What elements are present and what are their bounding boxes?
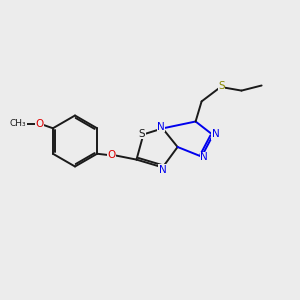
Text: O: O [35, 118, 44, 129]
Text: CH₃: CH₃ [10, 119, 26, 128]
Text: N: N [157, 122, 165, 132]
Text: S: S [218, 81, 225, 92]
Text: N: N [159, 165, 167, 175]
Text: S: S [139, 129, 145, 139]
Text: O: O [107, 150, 116, 161]
Text: N: N [212, 129, 219, 140]
Text: N: N [200, 152, 208, 162]
